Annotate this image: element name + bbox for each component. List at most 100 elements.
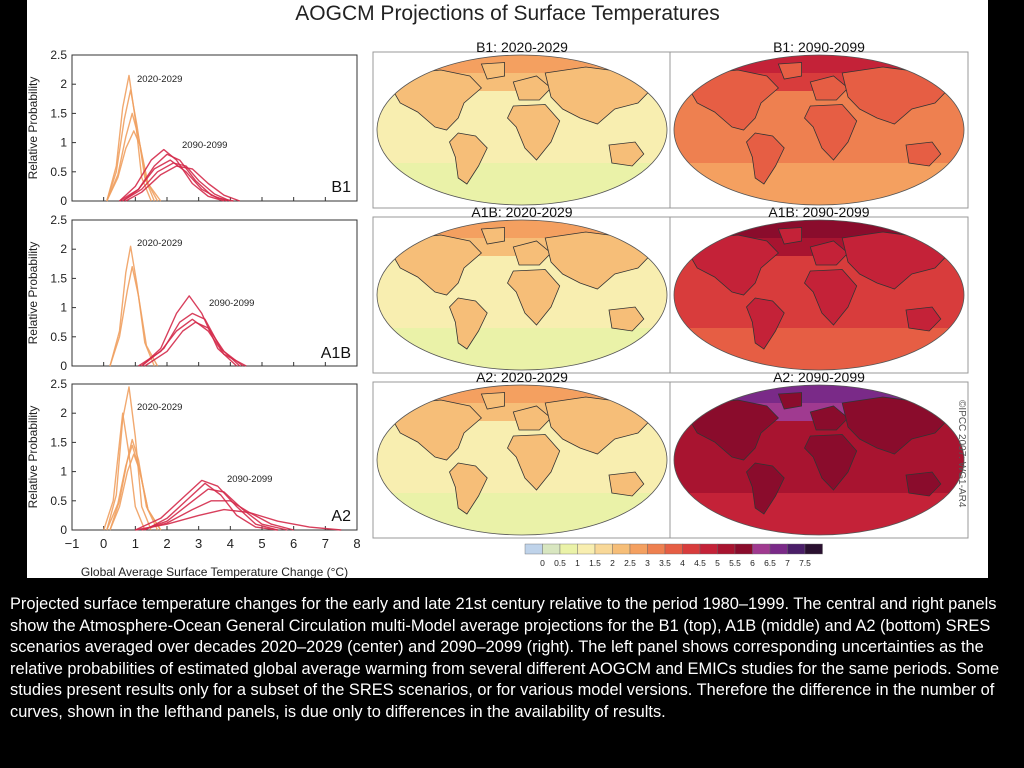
y-axis-label: Relative Probability bbox=[27, 242, 40, 345]
temperature-map: B1: 2090-2099 bbox=[669, 39, 969, 209]
y-tick-label: 1.5 bbox=[50, 435, 67, 449]
continent-greenland bbox=[777, 392, 802, 410]
continent-northAmerica bbox=[687, 234, 779, 296]
continent-northAmerica bbox=[390, 234, 482, 296]
continent-africa bbox=[507, 434, 561, 491]
y-tick-label: 2.5 bbox=[50, 213, 67, 227]
curve-2090-2099 bbox=[141, 488, 288, 531]
y-tick-label: 0.5 bbox=[50, 165, 67, 179]
y-tick-label: 2 bbox=[60, 77, 67, 91]
scenario-label: A1B bbox=[321, 345, 351, 362]
curve-2020-2029 bbox=[106, 130, 162, 202]
x-tick-label: 2 bbox=[163, 536, 170, 551]
y-tick-label: 1 bbox=[60, 465, 67, 479]
y-tick-label: 2.5 bbox=[50, 48, 67, 62]
continent-northAmerica bbox=[687, 69, 779, 131]
y-tick-label: 1 bbox=[60, 301, 67, 315]
curve-2090-2099 bbox=[144, 482, 278, 531]
colorbar-swatch bbox=[524, 543, 543, 555]
colorbar-tick-label: 3 bbox=[645, 558, 650, 568]
colorbar-swatch bbox=[752, 543, 771, 555]
copyright-credit: ©IPCC 2007: WG1-AR4 bbox=[956, 400, 967, 508]
continent-europe bbox=[512, 405, 552, 431]
colorbar-tick-label: 2 bbox=[610, 558, 615, 568]
colorbar-tick-label: 4.5 bbox=[694, 558, 706, 568]
colorbar-swatch bbox=[734, 543, 753, 555]
y-tick-label: 1.5 bbox=[50, 271, 67, 285]
y-tick-label: 0 bbox=[60, 194, 67, 208]
continent-africa bbox=[507, 104, 561, 161]
figure-caption: Projected surface temperature changes fo… bbox=[10, 595, 1000, 721]
prob-panel-a1b: 0 0.5 1 1.5 2 2.5 Relative Probability 2020-202… bbox=[27, 213, 358, 373]
curve-2090-2099 bbox=[138, 318, 247, 367]
colorbar-tick-label: 4 bbox=[680, 558, 685, 568]
curve-2020-2029 bbox=[106, 74, 152, 202]
x-tick-label: 3 bbox=[195, 536, 202, 551]
y-tick-label: 1.5 bbox=[50, 106, 67, 120]
continent-africa bbox=[804, 269, 858, 326]
continent-southAmerica bbox=[449, 297, 488, 350]
x-tick-label: 6 bbox=[290, 536, 297, 551]
colorbar-tick-label: 7 bbox=[785, 558, 790, 568]
continent-southAmerica bbox=[746, 462, 785, 515]
x-tick-label: −1 bbox=[65, 536, 80, 551]
colorbar-swatch bbox=[629, 543, 648, 555]
y-tick-label: 0 bbox=[60, 359, 67, 373]
colorbar-tick-label: 0 bbox=[540, 558, 545, 568]
y-tick-label: 2 bbox=[60, 242, 67, 256]
period-label-early: 2020-2029 bbox=[137, 402, 182, 413]
continent-greenland bbox=[480, 62, 505, 80]
continent-greenland bbox=[480, 227, 505, 245]
curve-2090-2099 bbox=[141, 500, 294, 531]
colorbar-tick-label: 5.5 bbox=[729, 558, 741, 568]
colorbar-swatch bbox=[717, 543, 736, 555]
colorbar-tick-label: 5 bbox=[715, 558, 720, 568]
temperature-map: A1B: 2020-2029 bbox=[372, 204, 672, 374]
curve-2020-2029 bbox=[106, 444, 162, 531]
curve-2090-2099 bbox=[141, 295, 238, 367]
map-field bbox=[674, 220, 964, 370]
continent-northAmerica bbox=[390, 69, 482, 131]
y-tick-label: 2 bbox=[60, 406, 67, 420]
map-field bbox=[674, 385, 964, 535]
x-tick-label: 0 bbox=[100, 536, 107, 551]
map-field bbox=[377, 220, 667, 370]
plot-frame bbox=[71, 54, 358, 202]
figure: AOGCM Projections of Surface Temperature… bbox=[27, 0, 988, 578]
curve-2090-2099 bbox=[119, 148, 225, 202]
continent-europe bbox=[809, 75, 849, 101]
colorbar-swatch bbox=[769, 543, 788, 555]
x-axis-label: Global Average Surface Temperature Chang… bbox=[81, 565, 348, 578]
y-tick-label: 0.5 bbox=[50, 494, 67, 508]
colorbar-swatch bbox=[559, 543, 578, 555]
figure-canvas: 0 0.5 1 1.5 2 2.5 Relative Probability 2020-202… bbox=[27, 39, 969, 578]
scenario-label: A2 bbox=[331, 508, 351, 525]
map-outline bbox=[673, 219, 965, 371]
curve-2020-2029 bbox=[106, 89, 155, 202]
map-title: A1B: 2090-2099 bbox=[768, 204, 869, 220]
continent-australia bbox=[608, 471, 645, 497]
temperature-map: B1: 2020-2029 bbox=[372, 39, 672, 209]
colorbar-swatch bbox=[577, 543, 596, 555]
continent-australia bbox=[905, 141, 942, 167]
continent-africa bbox=[804, 104, 858, 161]
map-title: B1: 2090-2099 bbox=[773, 39, 865, 55]
continent-africa bbox=[507, 269, 561, 326]
continent-africa bbox=[804, 434, 858, 491]
y-tick-label: 1 bbox=[60, 136, 67, 150]
curve-2020-2029 bbox=[109, 266, 159, 367]
colorbar-swatch bbox=[612, 543, 631, 555]
period-label-late: 2090-2099 bbox=[209, 298, 254, 309]
continent-greenland bbox=[480, 392, 505, 410]
x-tick-label: 4 bbox=[227, 536, 234, 551]
map-outline bbox=[673, 384, 965, 536]
continent-europe bbox=[512, 240, 552, 266]
continent-australia bbox=[608, 141, 645, 167]
y-axis-label: Relative Probability bbox=[27, 77, 40, 180]
colorbar-tick-label: 6.5 bbox=[764, 558, 776, 568]
curve-2090-2099 bbox=[122, 162, 231, 202]
continent-southAmerica bbox=[449, 462, 488, 515]
prob-panel-b1: 0 0.5 1 1.5 2 2.5 Relative Probability 2020-202… bbox=[27, 48, 358, 208]
curve-2020-2029 bbox=[103, 412, 146, 531]
x-tick-label: 1 bbox=[132, 536, 139, 551]
